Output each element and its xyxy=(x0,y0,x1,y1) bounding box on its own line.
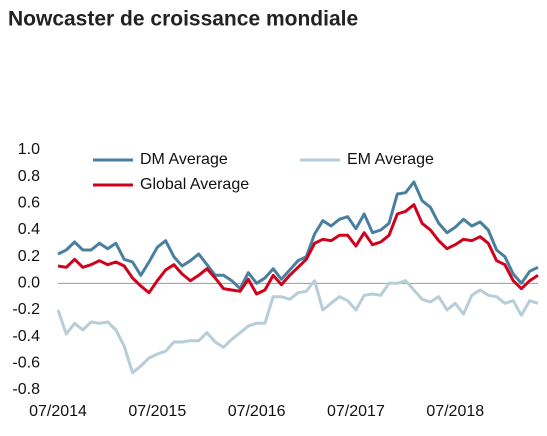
y-tick-label: 0.6 xyxy=(18,195,40,212)
y-tick-label: -0.4 xyxy=(12,328,40,345)
y-tick-label: 0.4 xyxy=(18,221,40,238)
line-series xyxy=(57,180,539,291)
y-tick-label: -0.8 xyxy=(12,381,40,398)
y-tick-label: 0.0 xyxy=(18,275,40,292)
x-tick-label: 07/2014 xyxy=(29,403,87,420)
legend-label: DM Average xyxy=(140,151,228,168)
legend-label: EM Average xyxy=(347,151,434,168)
y-tick-label: -0.2 xyxy=(12,301,40,318)
chart-title: Nowcaster de croissance mondiale xyxy=(8,8,358,31)
y-tick-label: -0.6 xyxy=(12,355,40,372)
line-series xyxy=(57,203,539,296)
x-tick-label: 07/2017 xyxy=(327,403,385,420)
x-tick-label: 07/2016 xyxy=(228,403,286,420)
x-tick-label: 07/2018 xyxy=(426,403,484,420)
legend-label: Global Average xyxy=(140,176,249,193)
y-tick-label: 0.2 xyxy=(18,248,40,265)
y-tick-label: 1.0 xyxy=(18,141,40,158)
line-series xyxy=(56,279,539,375)
y-tick-label: 0.8 xyxy=(18,168,40,185)
x-tick-label: 07/2015 xyxy=(128,403,186,420)
